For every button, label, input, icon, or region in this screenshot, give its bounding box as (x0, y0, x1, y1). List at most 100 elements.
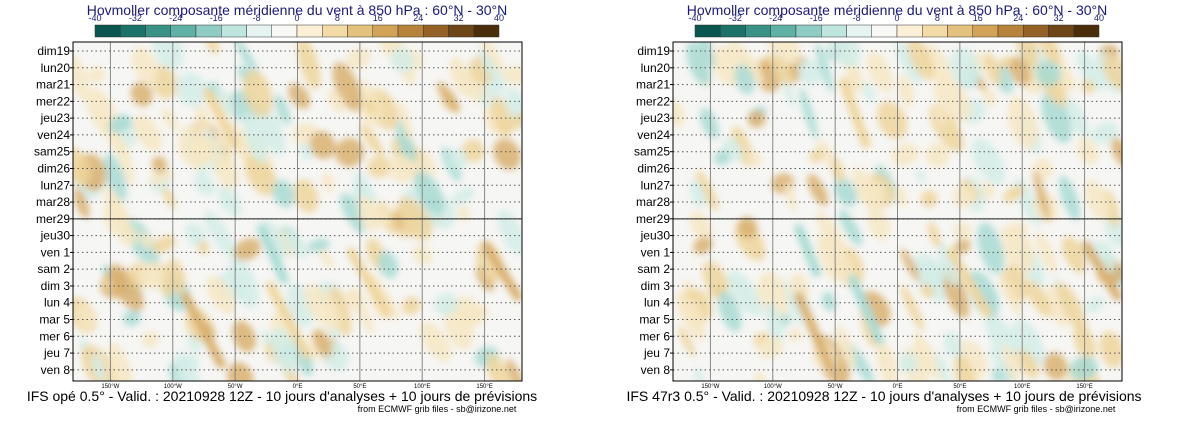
colorbar-cell (1073, 24, 1100, 38)
anomaly-blob (718, 290, 742, 332)
anomaly-blob (907, 42, 935, 81)
anomaly-blob (193, 172, 215, 196)
anomaly-blob (234, 42, 261, 80)
plot-area (72, 41, 523, 382)
anomaly-blob (696, 170, 719, 212)
anomaly-blob (506, 358, 522, 381)
anomaly-blob (91, 353, 106, 381)
anomaly-blob (1060, 96, 1090, 138)
anomaly-blob (299, 139, 313, 162)
anomaly-blob (462, 139, 485, 163)
anomaly-blob (1076, 51, 1105, 91)
colorbar-cell (347, 24, 373, 38)
anomaly-blob (789, 273, 809, 301)
anomaly-blob (261, 220, 286, 261)
anomaly-blob (312, 329, 332, 358)
anomaly-blob (448, 60, 473, 97)
anomaly-blob (996, 65, 1014, 94)
anomaly-blob (151, 64, 178, 100)
day-label: mer22 (636, 94, 670, 108)
day-label: sam25 (634, 145, 670, 159)
anomaly-blob (984, 52, 1001, 86)
day-label: lun20 (41, 61, 71, 75)
anomaly-blob (378, 251, 399, 279)
anomaly-blob (131, 46, 158, 85)
anomaly-blob (1057, 282, 1087, 333)
anomaly-blob (689, 179, 706, 208)
anomaly-blob (304, 284, 341, 331)
longitude-label: 0°E (293, 384, 303, 390)
anomaly-blob (1007, 96, 1039, 149)
anomaly-blob (420, 148, 438, 177)
anomaly-blob (319, 248, 334, 270)
longitude-label: 150°E (1076, 384, 1092, 390)
anomaly-blob (133, 114, 163, 152)
colorbar-cell (997, 24, 1024, 38)
chart-title: Hovmoller composante méridienne du vent … (687, 2, 1108, 18)
anomaly-blob (999, 222, 1029, 240)
anomaly-blob (876, 101, 908, 139)
anomaly-blob (734, 64, 755, 95)
anomaly-blob (242, 112, 268, 164)
anomaly-blob (932, 104, 947, 127)
longitude-label: 100°W (764, 384, 782, 390)
colorbar-tick-label: -32 (129, 13, 142, 23)
day-label: jeu30 (640, 229, 671, 243)
day-label: mer29 (636, 212, 670, 226)
colorbar-tick-label: 32 (454, 13, 464, 23)
anomaly-streak (481, 240, 522, 301)
anomaly-blob (1035, 60, 1062, 87)
anomaly-blob (175, 351, 203, 381)
anomaly-blob (1046, 283, 1069, 328)
anomaly-blob (693, 236, 713, 255)
anomaly-blob (1084, 296, 1106, 313)
anomaly-blob (270, 327, 299, 374)
anomaly-blob (272, 179, 295, 208)
anomaly-blob (395, 120, 417, 167)
day-label: dim 3 (41, 279, 71, 293)
anomaly-blob (1099, 331, 1122, 368)
day-label: dim26 (637, 161, 670, 175)
day-label: jeu30 (40, 229, 71, 243)
day-label: mar21 (36, 78, 70, 92)
anomaly-blob (349, 287, 374, 334)
colorbar-tick-label: -40 (688, 13, 701, 23)
colorbar-tick-label: 8 (935, 13, 940, 23)
anomaly-blob (925, 142, 950, 168)
anomaly-blob (288, 83, 311, 109)
anomaly-blob (119, 226, 139, 246)
longitude-label: 50°E (353, 384, 366, 390)
anomaly-blob (176, 71, 206, 107)
anomaly-blob (967, 270, 1000, 319)
longitude-label: 50°E (953, 384, 966, 390)
hovmoller-panel-ifs-ope: Hovmoller composante méridienne du vent … (27, 2, 537, 414)
anomaly-blob (360, 123, 385, 157)
colorbar-tick-label: 24 (1013, 13, 1023, 23)
anomaly-blob (971, 137, 1006, 185)
anomaly-blob (1091, 121, 1119, 144)
colorbar-cell (795, 24, 822, 38)
anomaly-blob (700, 107, 719, 139)
anomaly-blob (1084, 179, 1111, 221)
day-label: dim26 (37, 161, 70, 175)
anomaly-blob (104, 187, 127, 227)
anomaly-blob (815, 211, 847, 257)
anomaly-blob (1069, 356, 1098, 381)
colorbar-tick-label: -40 (88, 13, 101, 23)
colorbar-cell (94, 24, 121, 38)
anomaly-blob (927, 221, 941, 248)
anomaly-blob (989, 345, 1011, 379)
anomaly-blob (390, 47, 415, 74)
anomaly-blob (807, 173, 828, 206)
anomaly-blob (367, 156, 391, 178)
anomaly-blob (140, 232, 153, 249)
colorbar-ticks: -40 -32 -24 -16 -8 0 8 16 24 32 40 (688, 13, 1104, 23)
anomaly-blob (937, 241, 959, 287)
anomaly-blob (861, 82, 875, 103)
anomaly-blob (1043, 352, 1068, 381)
anomaly-blob (130, 82, 153, 107)
colorbar-tick-label: 0 (894, 13, 899, 23)
day-label: dim19 (637, 44, 670, 58)
anomaly-blob (919, 260, 946, 288)
anomaly-blob (900, 248, 920, 282)
